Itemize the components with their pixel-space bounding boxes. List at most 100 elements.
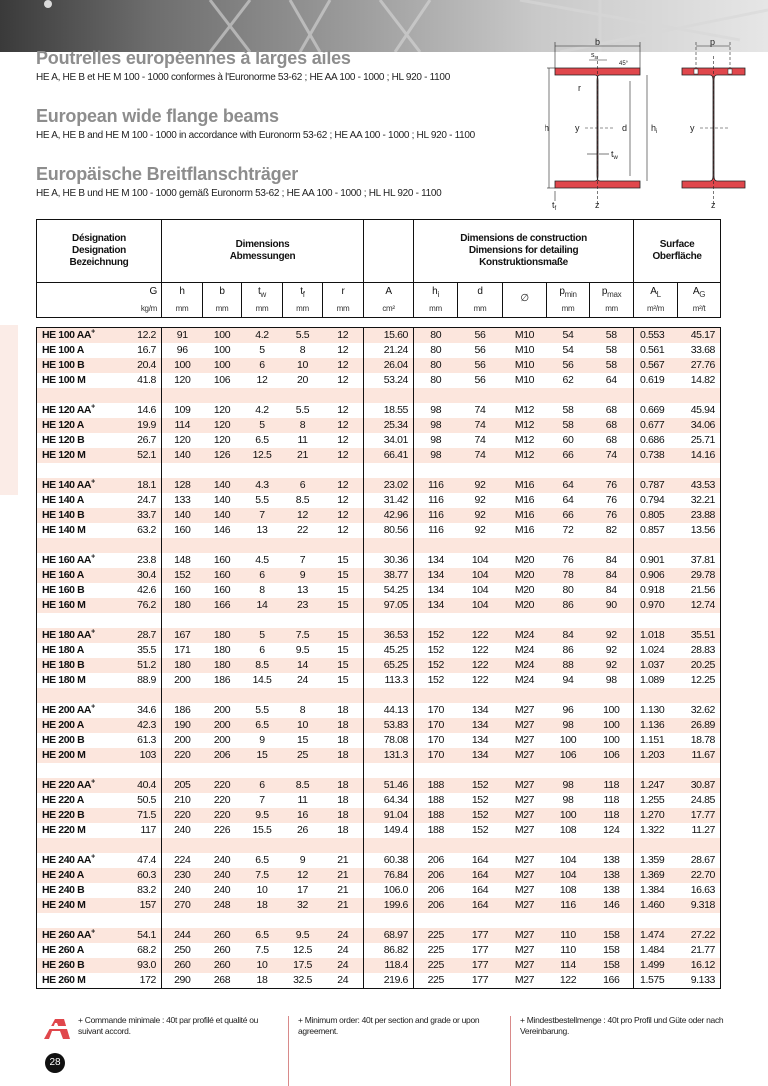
table-cell: 0.970 [633,598,678,613]
table-cell: 8.5 [295,494,310,506]
designation-cell: HE 160 A [36,568,126,583]
table-cell: 64.34 [363,793,414,808]
table-cell: 18 [322,778,364,793]
table-cell: 15 [337,554,349,566]
table-row: HE 120 M 52.1 140 126 12.5 21 12 66.41 98 74 M12 66… [36,448,721,463]
table-cell: 91 [161,327,203,343]
table-row: HE 100 B 20.4 100 100 6 10 12 26.04 80 56 M10 56 58 0… [36,358,721,373]
table-cell [678,463,721,478]
table-cell: 4.3 [241,478,283,493]
table-cell: 24 [297,674,308,686]
table-cell [241,838,283,853]
table-row: HE 260 A 68.2 250 260 7.5 12.5 24 86.82 225 177 M2… [37,943,721,958]
table-cell: 98 [413,403,458,418]
table-cell: 92 [474,494,486,506]
table-cell: 27.22 [677,928,721,943]
table-cell: 166 [603,974,620,986]
table-cell [590,613,634,628]
table-cell: 32.5 [293,974,312,986]
designation-cell [36,538,126,553]
company-logo [44,1019,70,1039]
table-cell [203,613,242,628]
table-row: HE 260 B 93.0 260 260 10 17.5 24 118.4 225 177 M27… [36,958,721,973]
footnote-de: + Mindestbestellmenge : 40t pro Profil u… [520,1015,724,1036]
table-cell: 104 [471,584,489,596]
table-cell [413,763,458,778]
table-cell: 270 [161,898,203,913]
table-cell: 21 [337,884,349,896]
page-number: 28 [45,1053,65,1073]
table-cell: 11.67 [677,748,721,763]
table-cell: 180 [161,658,203,673]
table-cell: 170 [413,703,458,718]
title-fr: Poutrelles européennes à larges ailes [36,48,351,68]
designation-cell: HE 140 B [36,508,126,523]
table-cell: 97.05 [363,598,414,613]
table-cell: 100 [603,704,620,716]
table-cell [363,913,414,928]
table-cell: 1.255 [633,793,678,808]
table-cell: 205 [161,778,203,793]
table-cell: 74 [474,434,486,446]
table-cell: 177 [471,974,489,986]
table-cell: M12 [502,418,547,433]
table-cell: 98 [546,718,590,733]
table-cell: 15 [297,734,308,746]
table-cell [323,763,364,778]
table-cell: 88 [546,658,590,673]
i-beam-dimensioned: b ss 45° r h y d hi tw tf z [545,37,657,212]
subtitle-de: HE A, HE B und HE M 100 - 1000 gemäß Eur… [36,188,442,199]
table-row: HE 260 M 172 290 268 18 32.5 24 219.6 225 177 M27 1… [37,973,721,989]
table-cell: 103 [125,748,162,763]
designation-cell: HE 120 M [36,448,126,463]
table-cell: 100 [161,358,203,373]
table-cell: 24 [337,944,349,956]
table-cell: M27 [514,794,535,806]
table-cell: 1.499 [633,958,678,973]
table-cell: 26.89 [677,718,721,733]
table-cell: 96 [562,704,574,716]
table-cell: 93.0 [125,958,162,973]
table-cell: 260 [202,928,242,943]
table-cell: 18 [322,808,364,823]
table-cell: 0.805 [633,508,678,523]
table-cell: 5.5 [255,704,269,716]
table-cell [589,538,634,553]
table-cell: 220 [202,778,242,793]
table-cell: 92 [474,524,486,536]
table-cell: 98 [413,418,458,433]
table-cell: 18 [337,824,349,836]
table-cell [503,613,547,628]
table-cell: 225 [413,928,458,943]
table-cell: 9.5 [282,928,323,943]
table-cell [677,388,721,403]
table-spacer-row [36,688,721,703]
table-cell: 1.575 [633,973,678,989]
table-cell [202,538,242,553]
table-cell: 54 [562,344,574,356]
table-cell [242,463,283,478]
table-cell [633,688,678,703]
beam-cross-section-diagram: b ss 45° r h y d hi tw tf z p y z [545,37,746,212]
table-cell: 134 [471,704,489,716]
designation-cell: HE 140 M [42,524,86,536]
designation-cell: HE 120 AA+ [42,403,95,417]
table-cell: 0.901 [633,553,678,568]
designation-cell [36,838,126,853]
table-cell: 14.16 [677,448,721,463]
designation-cell: HE 240 M [36,898,126,913]
table-cell: 54.25 [363,583,414,598]
table-cell: 1.359 [633,853,678,868]
table-cell: 60.3 [125,868,162,883]
table-cell: 12 [282,508,323,523]
table-spacer-row [36,388,721,403]
header-designation: Désignation Designation Bezeichnung [36,219,162,283]
table-cell: 91.04 [363,808,414,823]
table-cell: 78.08 [363,733,414,748]
table-cell [502,838,547,853]
label-angle: 45° [619,61,629,67]
table-cell [589,388,634,403]
table-cell: 188 [413,793,458,808]
table-cell: 148 [161,553,203,568]
